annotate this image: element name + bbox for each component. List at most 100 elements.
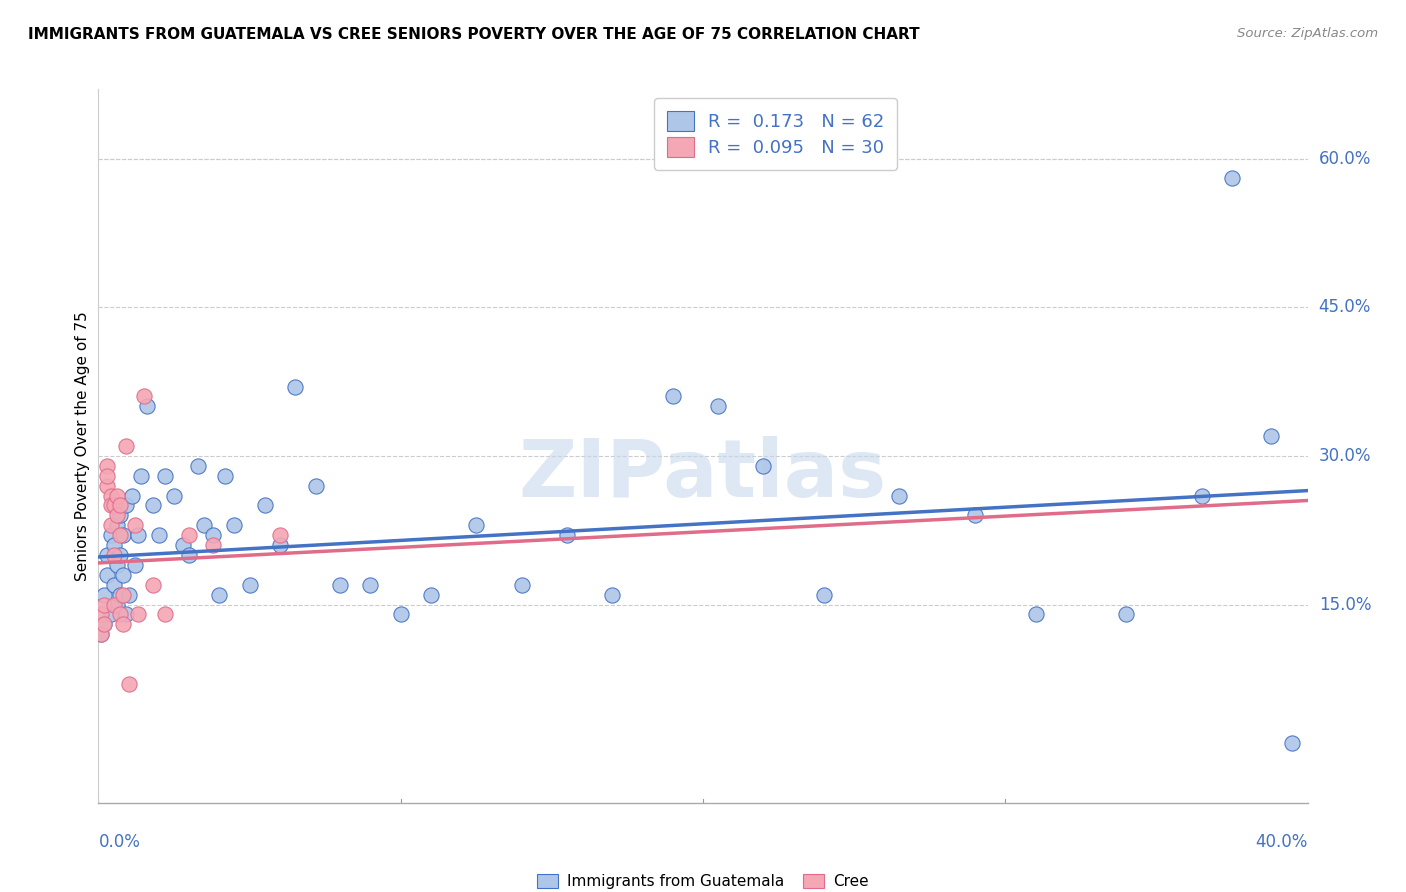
Point — [111, 588, 134, 602]
Point — [224, 518, 246, 533]
Point — [96, 478, 118, 492]
Point — [1220, 171, 1243, 186]
Point — [108, 548, 131, 562]
Point — [510, 578, 533, 592]
Point — [1191, 489, 1213, 503]
Point — [90, 627, 112, 641]
Point — [103, 499, 125, 513]
Point — [707, 400, 730, 414]
Point — [127, 607, 149, 622]
Point — [105, 558, 128, 572]
Point — [129, 468, 152, 483]
Point — [93, 598, 115, 612]
Text: Source: ZipAtlas.com: Source: ZipAtlas.com — [1237, 27, 1378, 40]
Point — [103, 548, 125, 562]
Point — [135, 400, 157, 414]
Point — [93, 588, 115, 602]
Point — [124, 518, 146, 533]
Text: 40.0%: 40.0% — [1256, 833, 1308, 851]
Text: IMMIGRANTS FROM GUATEMALA VS CREE SENIORS POVERTY OVER THE AGE OF 75 CORRELATION: IMMIGRANTS FROM GUATEMALA VS CREE SENIOR… — [28, 27, 920, 42]
Point — [96, 548, 118, 562]
Point — [108, 607, 131, 622]
Point — [100, 607, 122, 622]
Point — [193, 518, 215, 533]
Point — [105, 518, 128, 533]
Point — [1024, 607, 1046, 622]
Point — [142, 578, 165, 592]
Point — [105, 508, 128, 523]
Point — [239, 578, 262, 592]
Point — [284, 379, 307, 393]
Text: 0.0%: 0.0% — [98, 833, 141, 851]
Point — [103, 538, 125, 552]
Point — [108, 588, 131, 602]
Point — [105, 489, 128, 503]
Point — [177, 548, 201, 562]
Point — [202, 538, 225, 552]
Point — [555, 528, 578, 542]
Point — [111, 567, 134, 582]
Point — [153, 607, 176, 622]
Point — [114, 439, 136, 453]
Point — [93, 617, 115, 632]
Text: ZIPatlas: ZIPatlas — [519, 435, 887, 514]
Y-axis label: Seniors Poverty Over the Age of 75: Seniors Poverty Over the Age of 75 — [75, 311, 90, 581]
Point — [127, 528, 149, 542]
Point — [389, 607, 412, 622]
Point — [142, 499, 165, 513]
Point — [103, 578, 125, 592]
Text: 45.0%: 45.0% — [1319, 298, 1371, 317]
Point — [118, 677, 141, 691]
Point — [114, 499, 136, 513]
Point — [121, 489, 143, 503]
Point — [114, 607, 136, 622]
Point — [96, 567, 118, 582]
Point — [889, 489, 911, 503]
Point — [202, 528, 225, 542]
Point — [103, 598, 125, 612]
Point — [465, 518, 488, 533]
Point — [172, 538, 194, 552]
Point — [1281, 736, 1303, 750]
Point — [813, 588, 835, 602]
Point — [93, 617, 115, 632]
Point — [269, 528, 291, 542]
Point — [1115, 607, 1137, 622]
Text: 30.0%: 30.0% — [1319, 447, 1371, 465]
Point — [100, 489, 122, 503]
Point — [305, 478, 328, 492]
Point — [163, 489, 186, 503]
Legend: Immigrants from Guatemala, Cree: Immigrants from Guatemala, Cree — [530, 868, 876, 892]
Point — [132, 389, 155, 403]
Point — [148, 528, 170, 542]
Point — [105, 598, 128, 612]
Point — [965, 508, 987, 523]
Point — [111, 528, 134, 542]
Point — [360, 578, 382, 592]
Point — [661, 389, 683, 403]
Point — [100, 518, 122, 533]
Point — [329, 578, 352, 592]
Point — [602, 588, 624, 602]
Point — [214, 468, 236, 483]
Point — [118, 588, 141, 602]
Point — [90, 627, 112, 641]
Point — [1260, 429, 1282, 443]
Point — [208, 588, 231, 602]
Point — [153, 468, 176, 483]
Point — [108, 499, 131, 513]
Point — [187, 458, 209, 473]
Point — [419, 588, 441, 602]
Point — [100, 528, 122, 542]
Point — [90, 607, 112, 622]
Point — [752, 458, 775, 473]
Point — [108, 508, 131, 523]
Point — [269, 538, 291, 552]
Text: 15.0%: 15.0% — [1319, 596, 1371, 614]
Point — [253, 499, 276, 513]
Text: 60.0%: 60.0% — [1319, 150, 1371, 168]
Point — [96, 468, 118, 483]
Point — [111, 617, 134, 632]
Point — [100, 499, 122, 513]
Point — [108, 528, 131, 542]
